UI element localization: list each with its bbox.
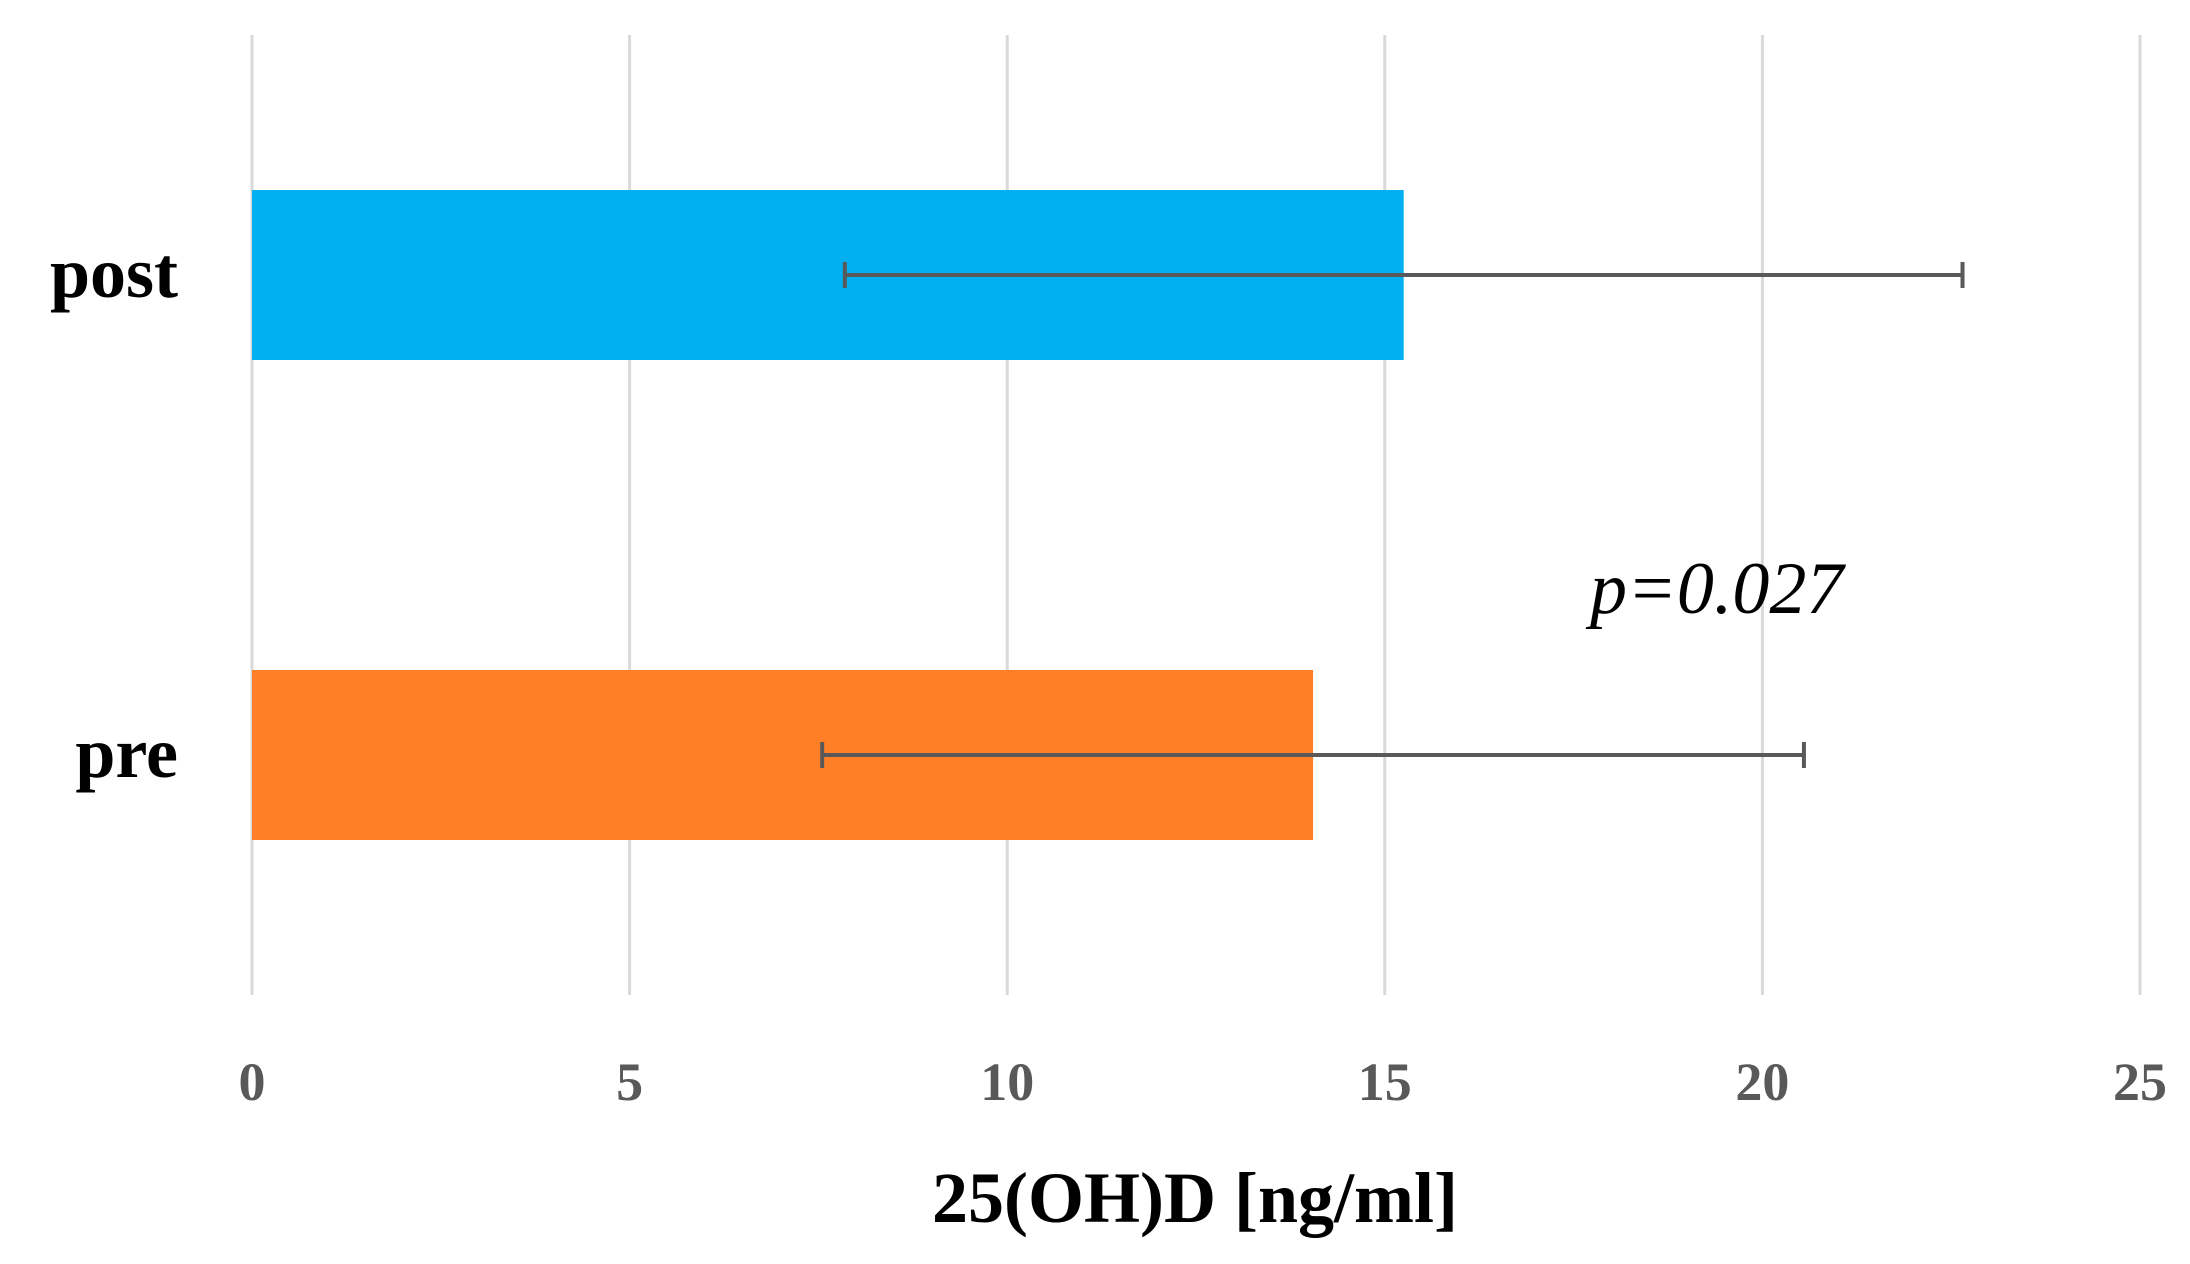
x-tick-label: 5 bbox=[616, 1052, 643, 1112]
x-tick-label: 25 bbox=[2113, 1052, 2167, 1112]
category-label-pre: pre bbox=[75, 713, 178, 793]
grid-lines bbox=[250, 35, 2142, 995]
x-tick-labels: 0 5 10 15 20 25 bbox=[239, 1052, 2168, 1112]
category-labels: post pre bbox=[50, 233, 178, 793]
error-bar-pre bbox=[820, 742, 1806, 768]
x-tick-label: 15 bbox=[1358, 1052, 1412, 1112]
bars bbox=[252, 190, 1404, 840]
error-bars bbox=[820, 262, 1965, 768]
error-bar-post bbox=[842, 262, 1965, 288]
x-tick-label: 0 bbox=[239, 1052, 266, 1112]
p-value-annotation: p=0.027 bbox=[1585, 548, 1846, 630]
x-tick-label: 20 bbox=[1735, 1052, 1789, 1112]
x-axis-title: 25(OH)D [ng/ml] bbox=[932, 1158, 1458, 1238]
category-label-post: post bbox=[50, 233, 178, 313]
x-tick-label: 10 bbox=[980, 1052, 1034, 1112]
